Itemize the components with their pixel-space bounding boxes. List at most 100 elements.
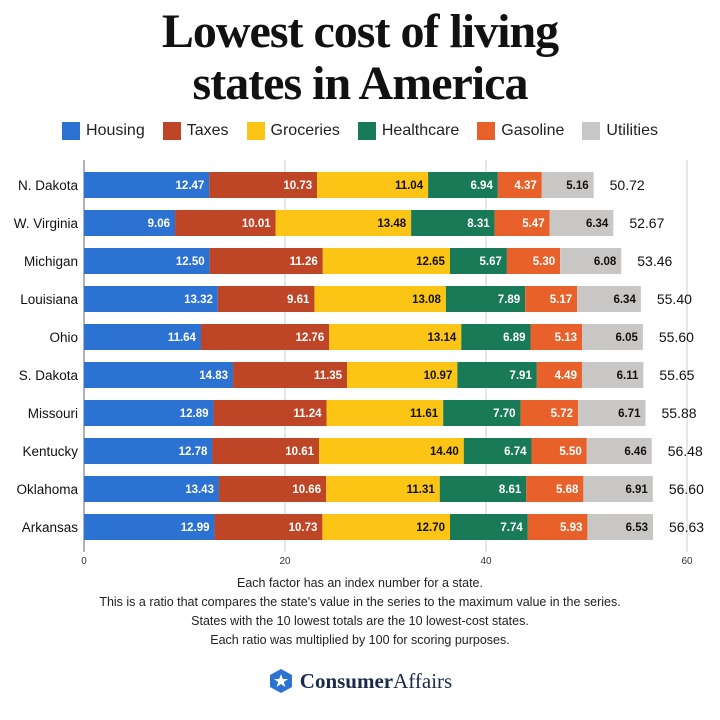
data-label: 4.37	[514, 180, 536, 192]
legend-item-taxes: Taxes	[162, 122, 229, 140]
category-label: Missouri	[28, 406, 78, 421]
data-label: 6.89	[503, 332, 525, 344]
total-label: 55.88	[661, 405, 696, 421]
data-label: 10.61	[285, 446, 314, 458]
data-label: 12.65	[416, 256, 445, 268]
bar-segment-utilities	[582, 324, 643, 350]
bar-segment-healthcare	[411, 210, 495, 236]
category-label: S. Dakota	[19, 368, 79, 383]
data-label: 6.08	[594, 256, 617, 268]
total-label: 56.60	[669, 481, 704, 497]
bar-segment-healthcare	[439, 476, 527, 502]
total-label: 53.46	[637, 253, 672, 269]
bar-segment-taxes	[209, 172, 318, 198]
data-label: 13.32	[184, 294, 213, 306]
bar-segment-taxes	[200, 324, 330, 350]
data-label: 7.70	[493, 408, 515, 420]
category-label: Oklahoma	[16, 482, 78, 497]
total-label: 56.48	[668, 443, 703, 459]
bar-segment-taxes	[233, 362, 348, 388]
data-label: 7.89	[498, 294, 520, 306]
bar-segment-utilities	[587, 514, 654, 540]
legend-label: Taxes	[186, 122, 229, 139]
data-label: 12.78	[179, 446, 208, 458]
bar-segment-gasoline	[530, 324, 583, 350]
legend-swatch	[246, 122, 265, 140]
bar-segment-healthcare	[449, 248, 507, 274]
legend-label: Housing	[86, 122, 145, 139]
note: States with the 10 lowest totals are the…	[191, 614, 529, 628]
bar-segment-taxes	[214, 514, 323, 540]
bar-segment-groceries	[322, 514, 451, 540]
bar-segment-utilities	[549, 210, 614, 236]
legend-swatch	[477, 122, 496, 140]
legend: Housing Taxes Groceries Healthcare Gasoline U…	[0, 122, 720, 140]
data-label: 14.40	[430, 446, 459, 458]
bar-segment-gasoline	[506, 248, 561, 274]
total-label: 55.65	[659, 367, 694, 383]
bar-segment-healthcare	[457, 362, 537, 388]
data-label: 12.70	[416, 522, 445, 534]
bar-segment-housing	[84, 248, 210, 274]
page-title: Lowest cost of living states in America	[0, 6, 720, 110]
brand-bold: Consumer	[299, 668, 394, 693]
data-label: 12.76	[295, 332, 324, 344]
category-label: Louisiana	[20, 292, 78, 307]
bar-segment-groceries	[314, 286, 446, 312]
bar-segment-utilities	[577, 286, 641, 312]
note: This is a ratio that compares the state'…	[99, 595, 621, 609]
data-label: 6.34	[613, 294, 636, 306]
category-label: Arkansas	[22, 520, 79, 535]
bar-segment-utilities	[578, 400, 646, 426]
x-tick-label: 20	[279, 556, 291, 567]
data-label: 6.71	[618, 408, 641, 420]
bar-segment-groceries	[322, 248, 450, 274]
bar-segment-groceries	[317, 172, 429, 198]
data-label: 14.83	[199, 370, 228, 382]
data-label: 5.50	[559, 446, 581, 458]
bar-segment-groceries	[347, 362, 458, 388]
data-label: 12.47	[176, 180, 205, 192]
data-label: 5.17	[550, 294, 572, 306]
note: Each ratio was multiplied by 100 for sco…	[210, 633, 510, 647]
brand-light: Affairs	[393, 668, 453, 693]
bar-segment-housing	[84, 514, 215, 540]
bar-segment-healthcare	[450, 514, 528, 540]
bar-segment-utilities	[541, 172, 594, 198]
bar-segment-taxes	[209, 248, 323, 274]
data-label: 6.53	[626, 522, 648, 534]
data-label: 5.30	[533, 256, 555, 268]
bar-segment-healthcare	[428, 172, 498, 198]
category-label: W. Virginia	[14, 216, 79, 231]
bar-segment-healthcare	[463, 438, 532, 464]
total-label: 52.67	[629, 215, 664, 231]
legend-item-healthcare: Healthcare	[357, 122, 459, 140]
legend-swatch	[582, 122, 601, 140]
bar-segment-gasoline	[497, 172, 542, 198]
bar-segment-housing	[84, 476, 219, 502]
bar-segment-gasoline	[526, 476, 584, 502]
data-label: 9.06	[148, 218, 170, 230]
category-label: Ohio	[49, 330, 78, 345]
data-label: 8.31	[467, 218, 490, 230]
bar-segment-housing	[84, 362, 234, 388]
data-label: 8.61	[499, 484, 522, 496]
data-label: 5.68	[556, 484, 579, 496]
data-label: 11.31	[407, 484, 436, 496]
total-label: 55.60	[659, 329, 694, 345]
data-label: 6.34	[586, 218, 609, 230]
legend-swatch	[162, 122, 181, 140]
data-label: 5.67	[480, 256, 502, 268]
data-label: 10.73	[289, 522, 318, 534]
bar-segment-gasoline	[525, 286, 578, 312]
data-label: 13.43	[185, 484, 214, 496]
data-label: 5.16	[566, 180, 588, 192]
bar-segment-housing	[84, 286, 218, 312]
legend-swatch	[357, 122, 376, 140]
legend-label: Groceries	[270, 122, 340, 139]
bar-segment-housing	[84, 324, 201, 350]
total-label: 55.40	[657, 291, 692, 307]
data-label: 5.47	[522, 218, 544, 230]
data-label: 11.26	[290, 256, 318, 268]
